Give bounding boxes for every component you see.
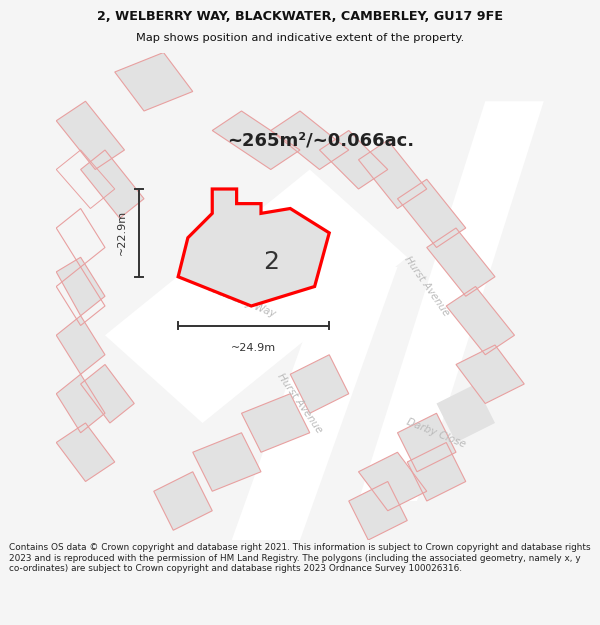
Text: Darby Close: Darby Close <box>406 416 467 449</box>
Text: Map shows position and indicative extent of the property.: Map shows position and indicative extent… <box>136 33 464 43</box>
Text: Hurst Avenue: Hurst Avenue <box>275 372 325 435</box>
Polygon shape <box>56 374 105 432</box>
Text: 2: 2 <box>263 250 279 274</box>
Polygon shape <box>349 481 407 540</box>
Polygon shape <box>80 150 144 218</box>
Text: Contains OS data © Crown copyright and database right 2021. This information is : Contains OS data © Crown copyright and d… <box>9 543 590 573</box>
Polygon shape <box>407 442 466 501</box>
Polygon shape <box>398 179 466 248</box>
Polygon shape <box>212 111 300 169</box>
Polygon shape <box>56 101 124 169</box>
Polygon shape <box>56 423 115 481</box>
Polygon shape <box>232 267 398 540</box>
Polygon shape <box>359 140 427 209</box>
Polygon shape <box>105 169 407 423</box>
Polygon shape <box>320 131 388 189</box>
Polygon shape <box>359 452 427 511</box>
Polygon shape <box>56 258 105 316</box>
Polygon shape <box>427 228 495 296</box>
Text: Welberry Way: Welberry Way <box>206 283 277 319</box>
Polygon shape <box>241 394 310 452</box>
Text: ~24.9m: ~24.9m <box>231 342 276 352</box>
Polygon shape <box>193 432 261 491</box>
Polygon shape <box>456 345 524 404</box>
Polygon shape <box>115 52 193 111</box>
Polygon shape <box>446 286 515 355</box>
Polygon shape <box>437 384 495 442</box>
Polygon shape <box>290 355 349 413</box>
Text: 2, WELBERRY WAY, BLACKWATER, CAMBERLEY, GU17 9FE: 2, WELBERRY WAY, BLACKWATER, CAMBERLEY, … <box>97 11 503 24</box>
Polygon shape <box>80 364 134 423</box>
Polygon shape <box>178 189 329 306</box>
Polygon shape <box>154 472 212 530</box>
Polygon shape <box>398 413 456 472</box>
Text: ~22.9m: ~22.9m <box>117 210 127 256</box>
Polygon shape <box>56 316 105 374</box>
Text: Hurst Avenue: Hurst Avenue <box>403 255 451 318</box>
Polygon shape <box>359 101 544 501</box>
Polygon shape <box>271 111 349 169</box>
Text: ~265m²/~0.066ac.: ~265m²/~0.066ac. <box>227 131 414 149</box>
